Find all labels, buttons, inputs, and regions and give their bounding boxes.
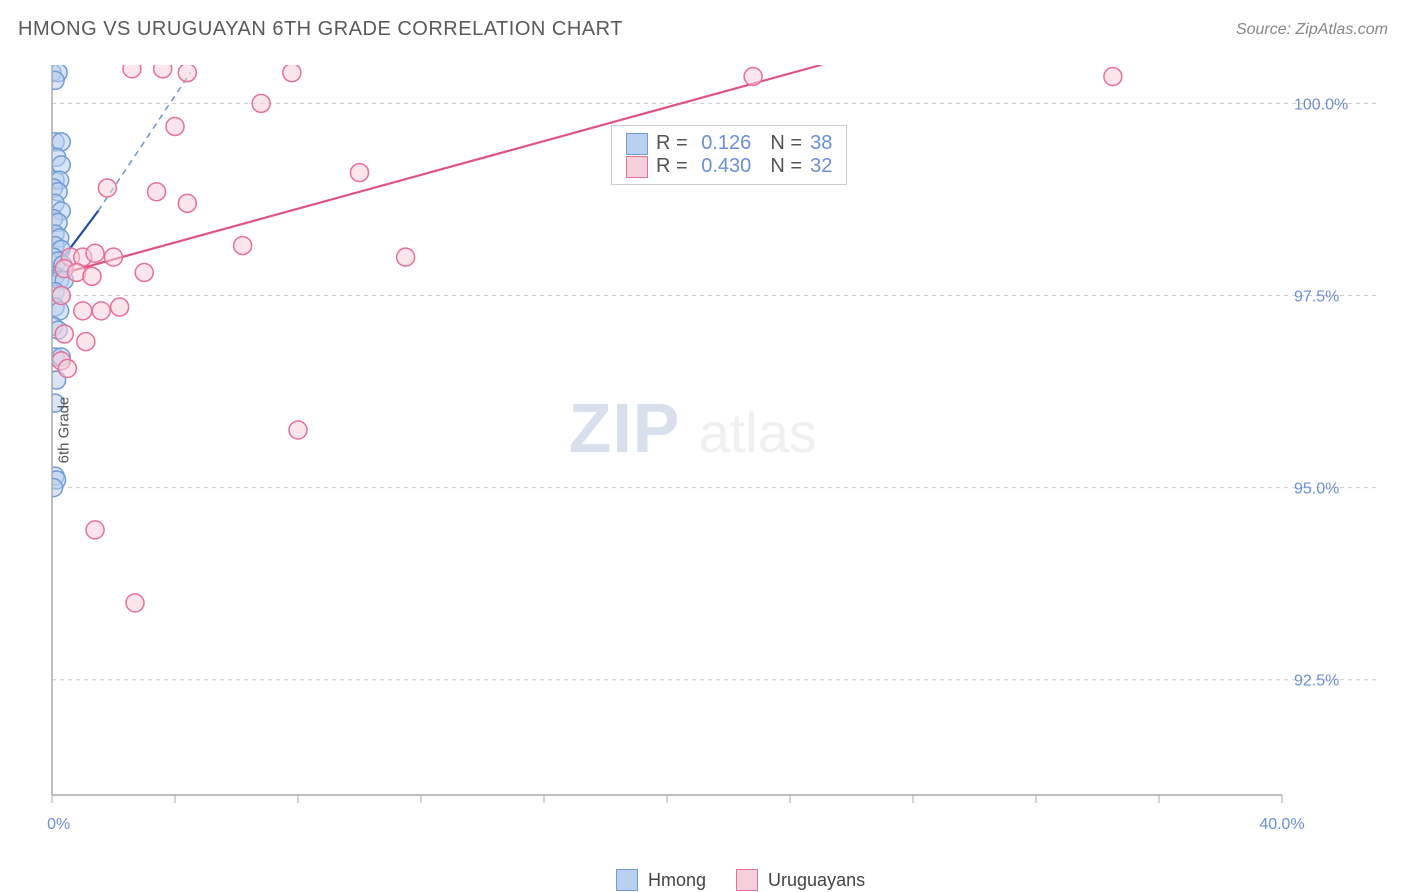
legend-swatch-icon: [616, 869, 638, 891]
series-legend: Hmong Uruguayans: [616, 869, 865, 891]
correlation-legend: R = 0.126 N = 38 R = 0.430 N = 32: [611, 125, 847, 185]
legend-n-label: N =: [759, 155, 802, 178]
legend-r-value: 0.430: [696, 155, 752, 178]
watermark-atlas: atlas: [699, 401, 817, 464]
legend-swatch-icon: [626, 156, 648, 178]
svg-text:40.0%: 40.0%: [1259, 816, 1304, 833]
legend-swatch-icon: [626, 133, 648, 155]
svg-text:0.0%: 0.0%: [46, 816, 70, 833]
legend-item: Hmong: [616, 869, 706, 891]
svg-text:97.5%: 97.5%: [1294, 289, 1339, 306]
watermark-zip: ZIP: [569, 389, 681, 467]
chart-container: 6th Grade ZIP atlas 0.0% 40.0% 92.5% 95.0% 97.…: [46, 59, 1406, 849]
y-axis-label: 6th Grade: [56, 397, 73, 464]
chart-title: HMONG VS URUGUAYAN 6TH GRADE CORRELATION…: [18, 18, 623, 41]
legend-series-name: Uruguayans: [768, 870, 865, 891]
legend-row: R = 0.126 N = 38: [626, 132, 832, 155]
legend-r-label: R =: [656, 155, 688, 178]
legend-row: R = 0.430 N = 32: [626, 155, 832, 178]
svg-text:100.0%: 100.0%: [1294, 96, 1348, 113]
svg-text:92.5%: 92.5%: [1294, 673, 1339, 690]
legend-series-name: Hmong: [648, 870, 706, 891]
legend-r-label: R =: [656, 132, 688, 155]
svg-text:95.0%: 95.0%: [1294, 481, 1339, 498]
legend-n-label: N =: [759, 132, 802, 155]
legend-swatch-icon: [736, 869, 758, 891]
legend-r-value: 0.126: [696, 132, 752, 155]
legend-item: Uruguayans: [736, 869, 865, 891]
legend-n-value: 32: [810, 155, 832, 178]
source-label: Source: ZipAtlas.com: [1236, 21, 1388, 39]
legend-n-value: 38: [810, 132, 832, 155]
